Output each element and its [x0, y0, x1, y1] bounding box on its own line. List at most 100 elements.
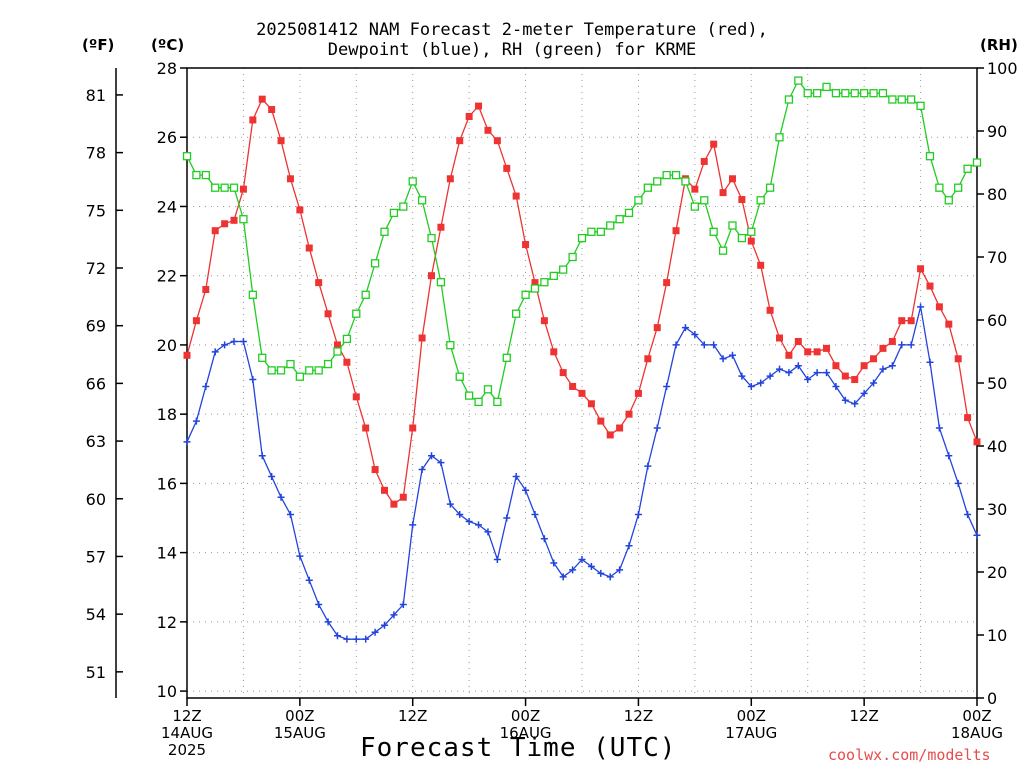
x-tick-label: 15AUG [274, 724, 326, 742]
temperature-point [381, 486, 388, 494]
rh-point [935, 183, 944, 192]
dewpoint-point [766, 372, 774, 380]
rh-point [427, 233, 436, 243]
rh-point [737, 233, 747, 243]
dewpoint-point [399, 601, 407, 609]
dewpoint-point [926, 358, 934, 366]
rh-point [211, 183, 220, 192]
dewpoint-point [249, 376, 257, 384]
rh-point [850, 89, 859, 98]
rh-point [229, 183, 239, 192]
rh-point [709, 227, 718, 236]
dewpoint-point [945, 452, 953, 460]
rh-point [220, 183, 229, 192]
dewpoint-point [522, 486, 530, 494]
x-tick-label: 00Z [737, 707, 766, 725]
dewpoint-point [437, 459, 445, 467]
rh-tick-label: 10 [987, 626, 1007, 645]
dewpoint-point [409, 521, 417, 529]
dewpoint-point [691, 331, 699, 339]
rh-point [765, 183, 775, 192]
rh-point [954, 183, 963, 192]
series-layer [182, 76, 982, 643]
dewpoint-point [700, 341, 708, 349]
rh-point [549, 271, 558, 281]
rh-unit-label: (RH) [980, 36, 1018, 54]
temperature-point [484, 126, 492, 134]
dewpoint-point [239, 337, 247, 345]
dewpoint-point [381, 621, 388, 629]
dewpoint-point [390, 611, 398, 619]
rh-point [972, 158, 982, 167]
dewpoint-point [315, 601, 323, 609]
temperature-point [446, 175, 454, 183]
x-tick-label: 14AUG [161, 724, 213, 742]
fahrenheit-unit-label: (ºF) [82, 36, 115, 54]
x-tick-label: 12Z [398, 707, 427, 725]
celsius-tick-label: 24 [157, 197, 177, 216]
fahrenheit-tick-label: 78 [86, 144, 106, 163]
credit-link[interactable]: coolwx.com/modelts [828, 746, 991, 764]
rh-point [596, 227, 605, 236]
x-tick-label: 00Z [285, 707, 314, 725]
temperature-point [964, 414, 972, 422]
rh-point [775, 133, 784, 142]
rh-point [718, 246, 728, 255]
dewpoint-point [710, 341, 718, 349]
rh-point [389, 208, 399, 218]
temperature-point [531, 279, 539, 287]
rh-point [728, 221, 737, 230]
temperature-point [785, 351, 793, 359]
celsius-tick-label: 10 [157, 682, 177, 701]
temperature-point [578, 389, 586, 397]
rh-point [643, 183, 652, 192]
rh-point [295, 372, 305, 381]
temperature-point [644, 355, 652, 363]
rh-point [493, 397, 502, 407]
fahrenheit-tick-label: 54 [86, 605, 106, 624]
rh-point [483, 385, 493, 394]
temperature-point [540, 317, 548, 325]
temperature-point [465, 112, 473, 120]
rh-tick-label: 60 [987, 311, 1007, 330]
celsius-unit-label: (ºC) [151, 36, 185, 54]
dewpoint-point [973, 531, 981, 539]
rh-point [888, 95, 897, 104]
dewpoint-point [296, 552, 304, 560]
rh-point [794, 76, 803, 85]
rh-point [436, 278, 446, 287]
rh-point [869, 89, 878, 98]
temperature-point [437, 223, 445, 231]
temperature-point [428, 272, 436, 280]
temperature-point [832, 362, 840, 370]
temperature-point [399, 493, 407, 501]
temperature-point [616, 424, 624, 432]
dewpoint-point [465, 517, 473, 525]
rh-point [841, 89, 850, 98]
rh-tick-label: 80 [987, 185, 1007, 204]
rh-tick-label: 0 [987, 689, 997, 708]
rh-point [634, 196, 643, 205]
dewpoint-point [587, 562, 595, 570]
temperature-point [663, 279, 671, 287]
dewpoint-point [804, 376, 812, 384]
temperature-point [813, 348, 821, 356]
fahrenheit-tick-label: 66 [86, 374, 106, 393]
temperature-point [597, 417, 605, 425]
dewpoint-point [757, 379, 765, 387]
temperature-point [926, 282, 934, 290]
dewpoint-point [512, 472, 520, 480]
series-rh [182, 76, 982, 407]
dewpoint-point [964, 511, 972, 519]
fahrenheit-tick-label: 69 [86, 317, 106, 336]
rh-tick-label: 70 [987, 248, 1007, 267]
rh-point [916, 101, 925, 110]
temperature-point [249, 116, 257, 124]
temperature-point [776, 334, 783, 342]
x-tick-label: 17AUG [725, 724, 777, 742]
dewpoint-point [183, 438, 191, 446]
temperature-point [493, 137, 501, 145]
rh-point [455, 372, 464, 381]
dewpoint-point [785, 369, 793, 377]
temperature-point [738, 196, 746, 204]
